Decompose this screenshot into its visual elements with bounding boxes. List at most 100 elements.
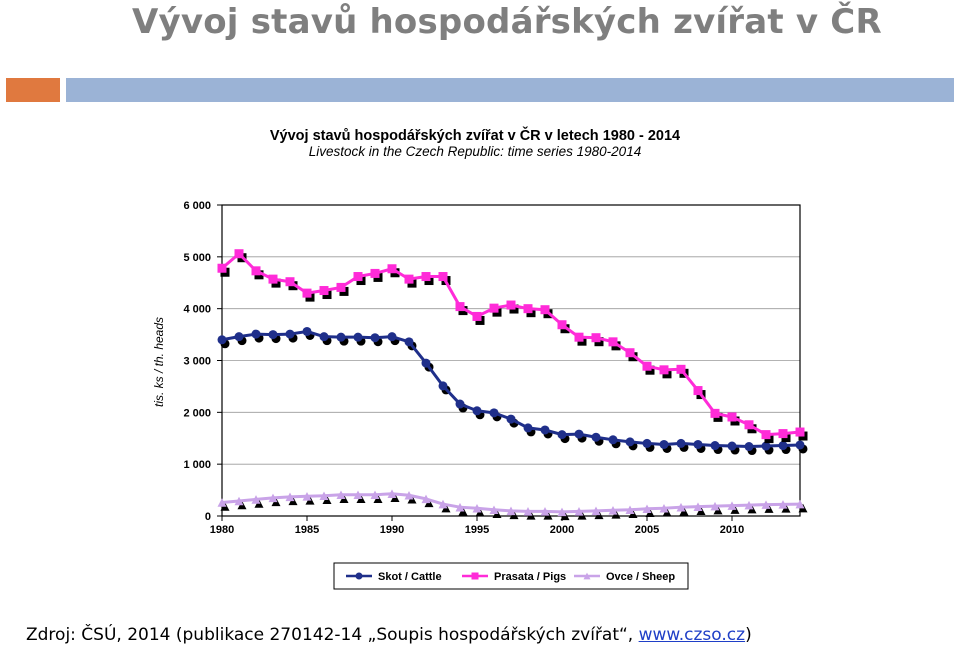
series-circle [217,326,808,456]
data-point [693,502,703,511]
source-link[interactable]: www.czso.cz [638,625,746,645]
data-point [438,381,448,391]
plot-frame [221,204,801,517]
legend-swatch-marker [471,572,479,580]
x-tick-label: 2005 [635,524,659,536]
data-point [557,430,567,440]
series-triangle [217,489,808,521]
data-point [268,330,278,340]
data-point [319,286,329,296]
data-point [387,489,397,498]
data-point [421,272,431,282]
data-point [404,274,414,284]
chart-subtitle: Livestock in the Czech Republic: time se… [309,144,641,159]
data-point [217,498,227,507]
source-note: Zdroj: ČSÚ, 2014 (publikace 270142-14 „S… [26,625,752,645]
accent-bar-blue [66,78,954,102]
data-point [353,490,363,500]
data-point [353,272,363,282]
legend-box [333,562,689,590]
data-point [761,441,771,451]
data-point [625,505,635,515]
data-point [455,302,465,312]
data-point [642,504,652,514]
data-point [693,386,703,396]
chart-legend: Skot / Cattle Prasata / Pigs Ovce / Sheep [333,562,689,590]
data-point [557,507,567,517]
data-point [574,332,584,342]
data-point [761,430,771,440]
data-point [404,337,414,347]
data-point [778,500,788,509]
data-point [285,277,295,287]
legend-swatch-marker [583,572,591,580]
x-tick-label: 2000 [550,524,574,536]
data-point [642,438,652,448]
data-point [676,438,686,448]
data-point [625,348,635,358]
data-point [285,329,295,339]
data-point [370,268,380,278]
data-point [557,320,567,330]
data-point [591,432,601,442]
data-point [795,440,805,450]
data-point [795,499,805,509]
data-point [268,493,278,503]
data-point [608,337,618,347]
data-point [353,332,363,342]
data-point [506,414,516,424]
data-point [251,495,261,504]
data-point [387,332,397,342]
legend-label: Ovce / Sheep [606,571,675,583]
y-tick-label: 5 000 [183,252,211,264]
data-point [506,506,516,516]
data-point [370,490,380,500]
data-point [472,311,482,321]
data-point [574,507,584,516]
data-point [251,266,261,276]
data-point [489,303,499,313]
data-point [438,499,448,509]
y-tick-label: 6 000 [183,200,211,212]
data-point [251,329,261,339]
data-point [710,408,720,418]
data-point [778,441,788,451]
data-point [744,442,754,452]
data-point [455,399,465,409]
y-tick-label: 1 000 [183,459,211,471]
series-square [217,249,808,444]
data-point [438,272,448,282]
data-point [608,506,618,515]
data-point [472,503,482,513]
data-point [472,406,482,416]
x-tick-label: 1985 [295,524,319,536]
data-point [710,441,720,451]
data-point [285,492,295,502]
data-point [523,507,533,516]
data-point [523,423,533,433]
data-point [336,490,346,500]
data-point [795,427,805,437]
x-tick-label: 1980 [210,524,234,536]
data-point [710,501,720,511]
data-point [302,326,312,336]
data-point [540,305,550,315]
accent-bar-orange [6,78,60,102]
data-point [319,491,329,501]
legend-swatch-marker [355,572,363,580]
x-tick-label: 2010 [720,524,744,536]
data-point [370,333,380,343]
data-point [591,506,601,516]
data-point [761,500,771,509]
data-point [676,364,686,374]
source-text: Zdroj: ČSÚ, 2014 (publikace 270142-14 „S… [26,625,639,645]
data-point [404,490,414,500]
data-point [659,439,669,449]
data-point [540,507,550,516]
chart-title: Vývoj stavů hospodářských zvířat v ČR v … [270,126,680,144]
data-point [727,412,737,422]
data-point [268,274,278,284]
data-point [642,361,652,371]
data-point [540,425,550,435]
data-point [421,494,431,504]
